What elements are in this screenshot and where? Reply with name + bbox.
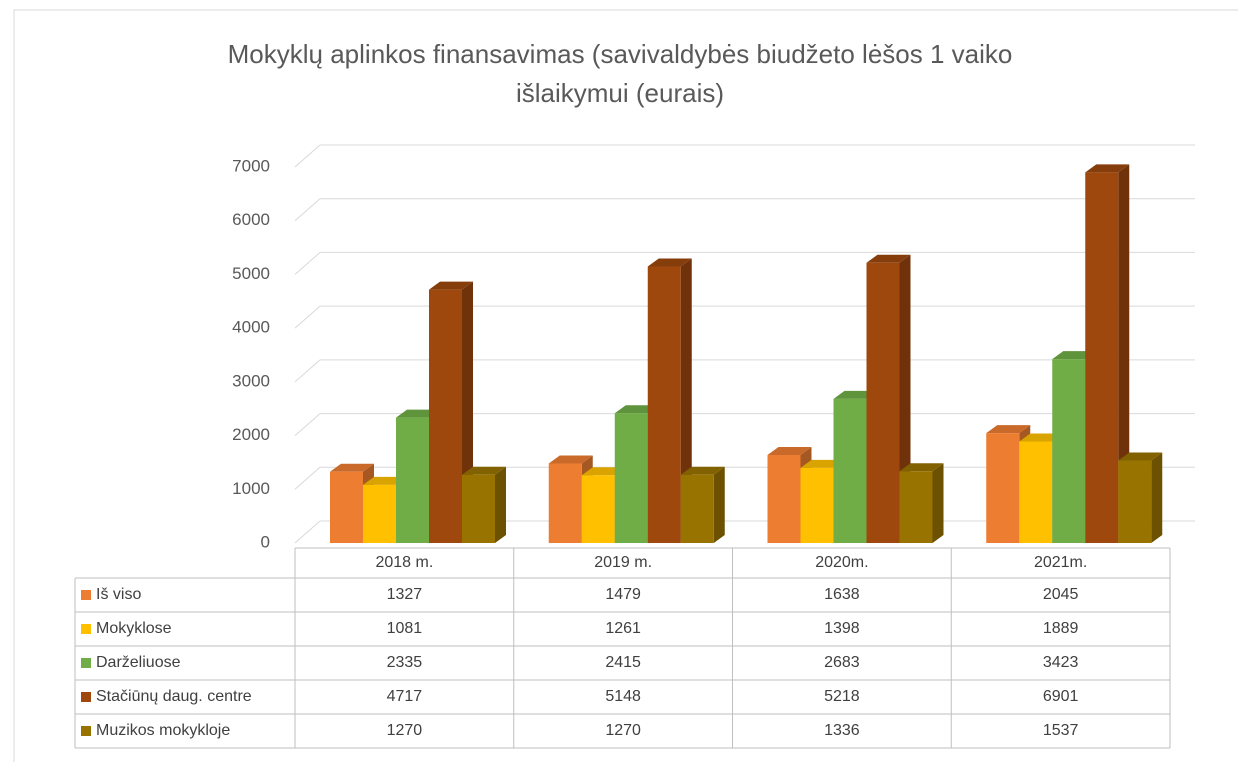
table-value: 5218 (824, 688, 860, 705)
y-tick-label: 5000 (232, 264, 270, 283)
bar-front (462, 474, 495, 543)
y-tick-label: 1000 (232, 479, 270, 498)
bar-top (1085, 164, 1130, 173)
table-value: 1537 (1043, 722, 1079, 739)
bar-front (767, 455, 801, 543)
bar-side (713, 466, 725, 543)
bar-top (680, 466, 725, 475)
bar (899, 463, 944, 543)
bar-front (363, 484, 396, 543)
x-tick-label: 2019 m. (594, 554, 652, 571)
grid-line (294, 252, 321, 275)
table-value: 5148 (605, 688, 641, 705)
x-tick-label: 2021m. (1034, 554, 1087, 571)
legend-label: Muzikos mokykloje (96, 722, 230, 739)
bar-front (429, 289, 462, 543)
grid-line (294, 466, 321, 490)
bar-front (866, 262, 900, 543)
bar-front (396, 417, 429, 543)
bar-top (647, 258, 692, 267)
legend-key (81, 726, 91, 736)
bar-top (899, 463, 944, 472)
table-value: 1081 (387, 620, 423, 637)
bar-top (429, 281, 473, 290)
table-value: 1327 (387, 586, 423, 603)
bar-side (495, 466, 506, 543)
bar-top (548, 455, 593, 464)
table-value: 2335 (387, 654, 423, 671)
bar-front (614, 413, 648, 543)
bar (647, 258, 692, 543)
y-tick-label: 6000 (232, 210, 270, 229)
bar-front (1085, 172, 1119, 543)
bar-top (330, 463, 374, 472)
grid-line (294, 305, 321, 329)
y-tick-label: 2000 (232, 425, 270, 444)
bar-front (581, 475, 615, 543)
table-value: 2415 (605, 654, 641, 671)
chart-title: išlaikymui (eurais) (516, 78, 724, 108)
table-value: 1270 (387, 722, 423, 739)
bar-front (1118, 460, 1152, 543)
bar-side (1151, 452, 1163, 543)
bar-front (680, 474, 714, 543)
bar-side (1118, 164, 1130, 543)
bar (462, 466, 506, 543)
legend-label: Darželiuose (96, 654, 181, 671)
bar-top (866, 254, 911, 263)
legend-key (81, 658, 91, 668)
bar-front (800, 467, 834, 543)
table-value: 1261 (605, 620, 641, 637)
table-value: 1638 (824, 586, 860, 603)
bar (1085, 164, 1130, 543)
table-value: 1889 (1043, 620, 1079, 637)
legend-label: Stačiūnų daug. centre (96, 688, 252, 705)
legend-key (81, 590, 91, 600)
legend-key (81, 624, 91, 634)
legend-label: Mokyklose (96, 620, 172, 637)
grid-line (294, 520, 321, 544)
table-value: 1398 (824, 620, 860, 637)
table-value: 1336 (824, 722, 860, 739)
bar-front (1019, 441, 1053, 543)
y-tick-label: 4000 (232, 318, 270, 337)
bar-front (1052, 359, 1086, 543)
x-tick-label: 2018 m. (375, 554, 433, 571)
bar-front (330, 471, 363, 543)
bar (1118, 452, 1163, 543)
table-value: 4717 (387, 688, 423, 705)
table-value: 6901 (1043, 688, 1079, 705)
grid-line (294, 198, 321, 222)
bar-front (899, 471, 933, 543)
legend-label: Iš viso (96, 586, 141, 603)
table-value: 2683 (824, 654, 860, 671)
x-tick-label: 2020m. (815, 554, 868, 571)
grid-line (294, 413, 321, 436)
grid-line (294, 144, 321, 168)
y-tick-label: 7000 (232, 156, 270, 175)
chart-title: Mokyklų aplinkos finansavimas (savivaldy… (228, 39, 1013, 69)
table-value: 3423 (1043, 654, 1079, 671)
bar-front (548, 463, 582, 543)
bar-top (462, 466, 506, 475)
y-tick-label: 0 (261, 532, 270, 551)
table-value: 2045 (1043, 586, 1079, 603)
bar-front (833, 398, 867, 543)
bar-top (986, 425, 1031, 434)
bar-top (1118, 452, 1163, 461)
bar (680, 466, 725, 543)
bar-side (932, 463, 944, 543)
table-value: 1479 (605, 586, 641, 603)
grid-line (294, 359, 321, 383)
chart-border (13, 9, 1238, 762)
legend-key (81, 692, 91, 702)
y-tick-label: 3000 (232, 371, 270, 390)
bar-front (647, 266, 681, 543)
bar-front (986, 433, 1020, 543)
table-value: 1270 (605, 722, 641, 739)
bar-top (767, 447, 812, 456)
